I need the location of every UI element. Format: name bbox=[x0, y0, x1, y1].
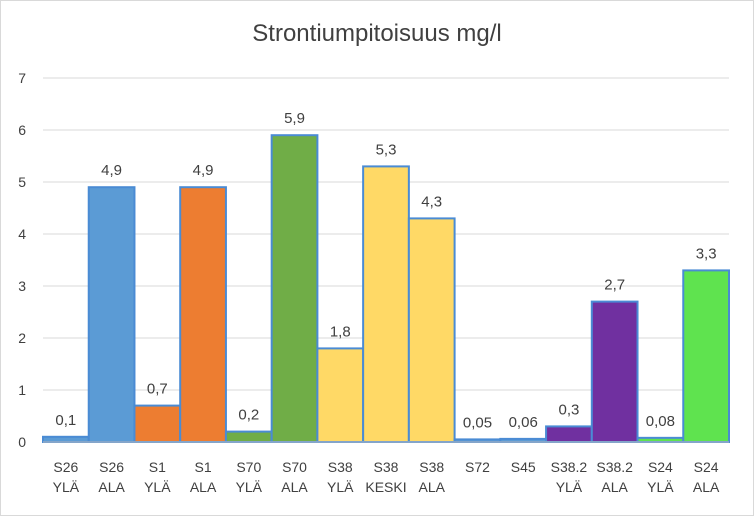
bar bbox=[682, 269, 730, 443]
x-tick-label-line: S1 bbox=[195, 459, 212, 475]
x-tick-label-line: S45 bbox=[511, 459, 536, 475]
bar bbox=[545, 425, 593, 443]
x-tick-label-line: S26 bbox=[53, 459, 78, 475]
x-tick-label: S1 ALA bbox=[190, 459, 217, 495]
x-tick-label-line: YLÄ bbox=[327, 479, 354, 495]
x-tick-label: S26 ALA bbox=[98, 459, 125, 495]
x-tick-label: S38.2 ALA bbox=[596, 459, 633, 495]
x-tick-label-line: YLÄ bbox=[556, 479, 583, 495]
x-tick-label-line: S1 bbox=[149, 459, 166, 475]
bar bbox=[133, 404, 182, 444]
y-tick-label: 2 bbox=[18, 330, 26, 346]
x-tick-label-line: S38 bbox=[328, 459, 353, 475]
data-label: 4,9 bbox=[101, 162, 122, 179]
data-label: 2,7 bbox=[604, 277, 625, 294]
y-tick-label: 0 bbox=[18, 434, 26, 450]
x-tick-label-line: S70 bbox=[282, 459, 307, 475]
y-tick-label: 7 bbox=[18, 70, 26, 86]
x-tick-label-line: ALA bbox=[98, 479, 125, 495]
x-tick-label: S38.2 YLÄ bbox=[551, 459, 588, 495]
bar bbox=[42, 435, 90, 443]
x-tick-label: S70 YLÄ bbox=[236, 459, 263, 495]
x-tick-label-line: S24 bbox=[694, 459, 719, 475]
x-tick-label: S38 YLÄ bbox=[327, 459, 354, 495]
x-tick-label: S38 ALA bbox=[418, 459, 445, 495]
data-label: 0,3 bbox=[559, 401, 580, 418]
bar bbox=[407, 217, 456, 443]
y-tick-label: 5 bbox=[18, 174, 26, 190]
x-tick-label-line: ALA bbox=[281, 479, 308, 495]
x-tick-label-line: ALA bbox=[601, 479, 628, 495]
x-tick-label-line: S72 bbox=[465, 459, 490, 475]
x-tick-label-line: YLÄ bbox=[53, 479, 80, 495]
bar bbox=[316, 347, 365, 443]
y-tick-label: 1 bbox=[18, 382, 26, 398]
bar bbox=[87, 186, 136, 443]
y-tick-label: 6 bbox=[18, 122, 26, 138]
x-tick-label: S24 YLÄ bbox=[647, 459, 674, 495]
x-tick-label-line: S26 bbox=[99, 459, 124, 475]
x-tick-label: S1 YLÄ bbox=[144, 459, 171, 495]
x-tick-label-line: YLÄ bbox=[236, 479, 263, 495]
data-label: 0,2 bbox=[238, 407, 259, 424]
x-tick-label-line: S70 bbox=[236, 459, 261, 475]
bar bbox=[590, 300, 639, 443]
chart-title: Strontiumpitoisuus mg/l bbox=[252, 20, 502, 47]
data-label: 0,05 bbox=[463, 414, 492, 431]
data-label: 4,3 bbox=[421, 193, 442, 210]
x-tick-label-line: S38.2 bbox=[596, 459, 633, 475]
data-label: 4,9 bbox=[193, 162, 214, 179]
y-tick-label: 3 bbox=[18, 278, 26, 294]
data-label: 1,8 bbox=[330, 323, 351, 340]
x-tick-label: S45 bbox=[511, 459, 536, 475]
x-tick-label-line: S38.2 bbox=[551, 459, 588, 475]
x-tick-label: S26 YLÄ bbox=[53, 459, 80, 495]
x-tick-label-line: ALA bbox=[693, 479, 720, 495]
x-tick-label-line: ALA bbox=[190, 479, 217, 495]
x-tick-label-line: S24 bbox=[648, 459, 673, 475]
data-label: 0,1 bbox=[55, 412, 76, 429]
x-tick-label-line: S38 bbox=[374, 459, 399, 475]
data-label: 0,06 bbox=[509, 414, 538, 431]
data-label: 0,7 bbox=[147, 381, 168, 398]
data-label: 5,9 bbox=[284, 110, 305, 127]
x-tick-label-line: YLÄ bbox=[144, 479, 171, 495]
x-tick-label-line: S38 bbox=[419, 459, 444, 475]
data-label: 5,3 bbox=[376, 141, 397, 158]
bar bbox=[636, 436, 685, 443]
data-label: 3,3 bbox=[696, 245, 717, 262]
x-tick-label-line: ALA bbox=[418, 479, 445, 495]
data-label: 0,08 bbox=[646, 413, 675, 430]
x-tick-label-line: KESKI bbox=[365, 479, 406, 495]
x-tick-label: S38 KESKI bbox=[365, 459, 406, 495]
bar bbox=[179, 186, 227, 443]
y-tick-label: 4 bbox=[18, 226, 26, 242]
bar bbox=[270, 134, 319, 443]
x-tick-label: S72 bbox=[465, 459, 490, 475]
bar bbox=[224, 430, 273, 444]
x-tick-label: S70 ALA bbox=[281, 459, 308, 495]
x-tick-label-line: YLÄ bbox=[647, 479, 674, 495]
bar bbox=[362, 165, 410, 443]
x-tick-label: S24 ALA bbox=[693, 459, 720, 495]
